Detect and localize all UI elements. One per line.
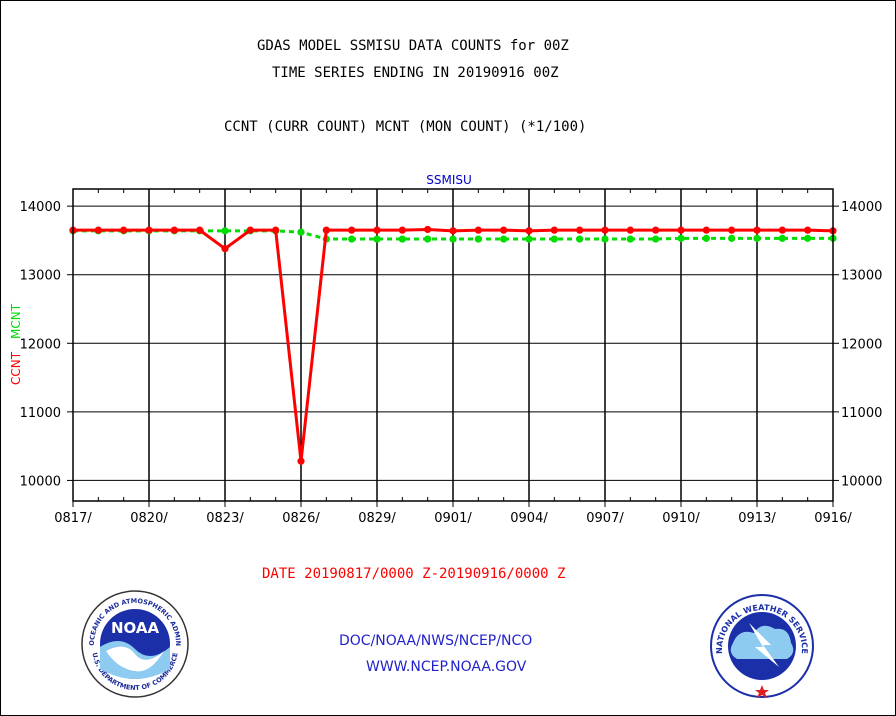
y-tick-label-left: 13000: [20, 269, 61, 284]
y-axis-label: CCNT MCNT: [9, 303, 23, 385]
noaa-wordmark: NOAA: [111, 619, 160, 637]
data-point-ccnt: [550, 226, 558, 234]
y-tick-label-left: 12000: [20, 337, 61, 352]
x-tick-label: 0910/: [662, 511, 700, 526]
data-point-mcnt: [348, 235, 356, 243]
y-tick-label-right: 11000: [841, 406, 882, 421]
x-tick-label: 0907/: [586, 511, 624, 526]
data-point-ccnt: [221, 245, 229, 253]
data-point-ccnt: [576, 226, 584, 234]
panel-title: SSMISU: [426, 173, 472, 187]
data-point-mcnt: [576, 235, 584, 243]
data-point-ccnt: [196, 226, 204, 234]
data-point-mcnt: [424, 235, 432, 243]
x-tick-label: 0826/: [282, 511, 320, 526]
x-tick-label: 0904/: [510, 511, 548, 526]
x-tick-label: 0913/: [738, 511, 776, 526]
y-tick-label-right: 13000: [841, 269, 882, 284]
y-tick-label-right: 10000: [841, 474, 882, 489]
axis-labels: 10000 10000 11000 11000 12000 12000 13000 13000…: [20, 200, 883, 526]
data-point-ccnt: [753, 226, 761, 234]
plot-border: [72, 188, 834, 502]
data-point-ccnt: [500, 226, 508, 234]
y-label-mcnt: MCNT: [9, 303, 23, 339]
data-point-mcnt: [474, 235, 482, 243]
website-link[interactable]: WWW.NCEP.NOAA.GOV: [366, 659, 527, 675]
data-point-ccnt: [525, 227, 533, 235]
data-point-ccnt: [778, 226, 786, 234]
data-point-mcnt: [677, 234, 685, 242]
grid-lines: [67, 189, 839, 507]
data-point-ccnt: [652, 226, 660, 234]
x-tick-label: 0901/: [434, 511, 472, 526]
data-point-mcnt: [601, 235, 609, 243]
data-point-ccnt: [170, 226, 178, 234]
data-point-ccnt: [804, 226, 812, 234]
data-point-mcnt: [297, 228, 305, 236]
data-point-mcnt: [728, 234, 736, 242]
data-point-ccnt: [702, 226, 710, 234]
data-point-mcnt: [550, 235, 558, 243]
y-tick-label-left: 14000: [20, 200, 61, 215]
data-point-mcnt: [753, 234, 761, 242]
x-tick-label: 0823/: [206, 511, 244, 526]
x-tick-label: 0829/: [358, 511, 396, 526]
y-tick-label-left: 10000: [20, 474, 61, 489]
data-point-ccnt: [677, 226, 685, 234]
y-label-ccnt: CCNT: [9, 351, 23, 385]
data-point-ccnt: [145, 226, 153, 234]
data-point-ccnt: [398, 226, 406, 234]
data-point-mcnt: [449, 235, 457, 243]
data-point-ccnt: [272, 226, 280, 234]
data-point-ccnt: [474, 226, 482, 234]
data-point-mcnt: [702, 234, 710, 242]
data-point-mcnt: [525, 235, 533, 243]
x-tick-label: 0916/: [814, 511, 852, 526]
star-icon: [755, 685, 769, 698]
data-point-ccnt: [601, 226, 609, 234]
data-series: [69, 225, 837, 465]
data-point-ccnt: [449, 227, 457, 235]
time-series-chart: 10000 10000 11000 11000 12000 12000 13000 13000…: [9, 173, 883, 526]
data-point-mcnt: [221, 227, 229, 235]
y-tick-label-right: 12000: [841, 337, 882, 352]
data-point-ccnt: [120, 226, 128, 234]
data-point-ccnt: [373, 226, 381, 234]
chart-title-line1: GDAS MODEL SSMISU DATA COUNTS for 00Z: [257, 38, 569, 54]
data-point-ccnt: [728, 226, 736, 234]
data-point-ccnt: [348, 226, 356, 234]
data-point-mcnt: [500, 235, 508, 243]
data-point-mcnt: [398, 235, 406, 243]
data-point-ccnt: [246, 226, 254, 234]
y-tick-label-right: 14000: [841, 200, 882, 215]
data-point-ccnt: [626, 226, 634, 234]
data-point-ccnt: [322, 226, 330, 234]
chart-title-line3: CCNT (CURR COUNT) MCNT (MON COUNT) (*1/1…: [224, 119, 587, 135]
data-point-mcnt: [652, 235, 660, 243]
noaa-logo: NATIONAL OCEANIC AND ATMOSPHERIC ADMINIS…: [80, 589, 189, 698]
data-point-mcnt: [373, 235, 381, 243]
data-point-ccnt: [424, 225, 432, 234]
data-point-ccnt: [297, 457, 305, 465]
x-tick-label: 0820/: [130, 511, 168, 526]
data-point-mcnt: [626, 235, 634, 243]
date-range-label: DATE 20190817/0000 Z-20190916/0000 Z: [262, 566, 566, 582]
data-point-mcnt: [778, 234, 786, 242]
data-point-mcnt: [804, 234, 812, 242]
data-point-ccnt: [94, 226, 102, 234]
x-tick-label: 0817/: [54, 511, 92, 526]
chart-title-line2: TIME SERIES ENDING IN 20190916 00Z: [272, 65, 559, 81]
y-tick-label-left: 11000: [20, 406, 61, 421]
agency-label: DOC/NOAA/NWS/NCEP/NCO: [339, 633, 533, 649]
nws-logo: NATIONAL WEATHER SERVICE: [710, 594, 814, 698]
